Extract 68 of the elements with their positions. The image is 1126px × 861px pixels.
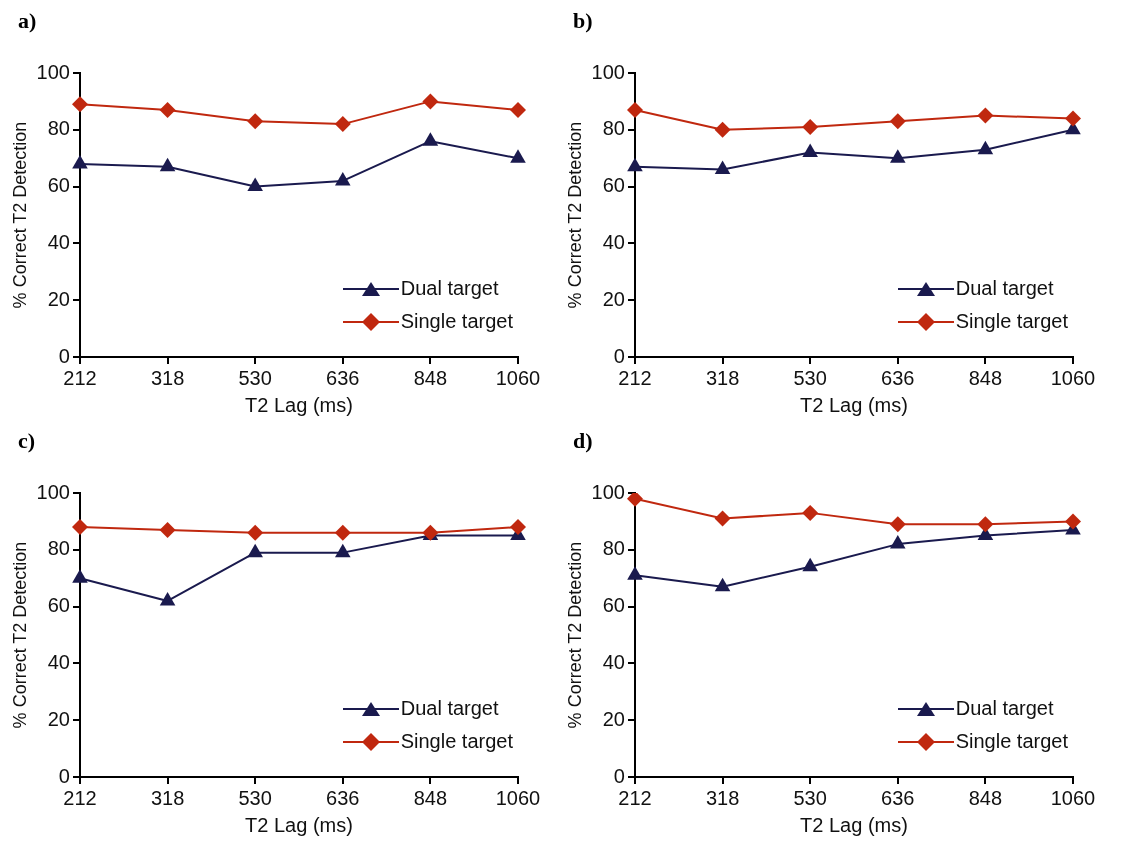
chart-title: b) xyxy=(572,8,594,35)
y-tick-label: 0 xyxy=(58,764,70,787)
legend-label: Single target xyxy=(955,310,1068,333)
x-tick-label: 636 xyxy=(326,366,360,389)
x-axis-title: T2 Lag (ms) xyxy=(245,813,353,836)
legend-label: Dual target xyxy=(955,697,1054,720)
legend-label: Dual target xyxy=(400,277,499,300)
legend-label: Single target xyxy=(400,310,513,333)
y-tick-label: 80 xyxy=(602,117,625,140)
x-axis-title: T2 Lag (ms) xyxy=(245,393,353,416)
x-tick-label: 212 xyxy=(618,786,652,809)
x-tick-label: 212 xyxy=(63,366,97,389)
x-tick-label: 212 xyxy=(618,366,652,389)
y-tick-label: 40 xyxy=(602,650,625,673)
y-tick-label: 20 xyxy=(602,287,625,310)
y-tick-label: 60 xyxy=(47,174,70,197)
x-tick-label: 318 xyxy=(150,786,185,809)
x-tick-label: 318 xyxy=(150,366,185,389)
x-tick-label: 1060 xyxy=(495,366,541,389)
y-tick-label: 60 xyxy=(47,594,70,617)
y-tick-label: 20 xyxy=(47,287,70,310)
x-tick-label: 318 xyxy=(705,366,740,389)
x-tick-label: 530 xyxy=(238,366,272,389)
x-axis-title: T2 Lag (ms) xyxy=(800,813,908,836)
x-axis-title: T2 Lag (ms) xyxy=(800,393,908,416)
y-tick-label: 100 xyxy=(591,480,625,503)
legend-label: Single target xyxy=(955,730,1068,753)
y-tick-label: 0 xyxy=(613,344,625,367)
x-tick-label: 530 xyxy=(238,786,272,809)
y-tick-label: 60 xyxy=(602,174,625,197)
x-tick-label: 848 xyxy=(968,786,1003,809)
y-tick-label: 40 xyxy=(47,650,70,673)
y-axis-title: % Correct T2 Detection xyxy=(564,541,585,729)
y-tick-label: 60 xyxy=(602,594,625,617)
y-tick-label: 40 xyxy=(47,230,70,253)
y-axis-title: % Correct T2 Detection xyxy=(564,121,585,309)
y-tick-label: 40 xyxy=(602,230,625,253)
y-tick-label: 0 xyxy=(613,764,625,787)
x-tick-label: 848 xyxy=(413,366,448,389)
chart-title: d) xyxy=(572,428,594,455)
y-tick-label: 0 xyxy=(58,344,70,367)
chart-title: c) xyxy=(17,428,37,455)
y-tick-label: 80 xyxy=(47,117,70,140)
y-tick-label: 100 xyxy=(36,480,70,503)
y-tick-label: 100 xyxy=(591,60,625,83)
y-axis-title: % Correct T2 Detection xyxy=(9,541,30,729)
x-tick-label: 530 xyxy=(793,366,827,389)
x-tick-label: 1060 xyxy=(1050,786,1096,809)
x-tick-label: 1060 xyxy=(1050,366,1096,389)
y-tick-label: 80 xyxy=(47,537,70,560)
y-tick-label: 20 xyxy=(47,707,70,730)
legend-label: Dual target xyxy=(400,697,499,720)
legend-label: Single target xyxy=(400,730,513,753)
x-tick-label: 636 xyxy=(881,366,915,389)
x-tick-label: 848 xyxy=(968,366,1003,389)
x-tick-label: 530 xyxy=(793,786,827,809)
legend-label: Dual target xyxy=(955,277,1054,300)
x-tick-label: 1060 xyxy=(495,786,541,809)
chart-title: a) xyxy=(17,8,38,35)
x-tick-label: 212 xyxy=(63,786,97,809)
x-tick-label: 318 xyxy=(705,786,740,809)
x-tick-label: 636 xyxy=(881,786,915,809)
x-tick-label: 848 xyxy=(413,786,448,809)
y-tick-label: 20 xyxy=(602,707,625,730)
y-tick-label: 80 xyxy=(602,537,625,560)
y-axis-title: % Correct T2 Detection xyxy=(9,121,30,309)
y-tick-label: 100 xyxy=(36,60,70,83)
x-tick-label: 636 xyxy=(326,786,360,809)
